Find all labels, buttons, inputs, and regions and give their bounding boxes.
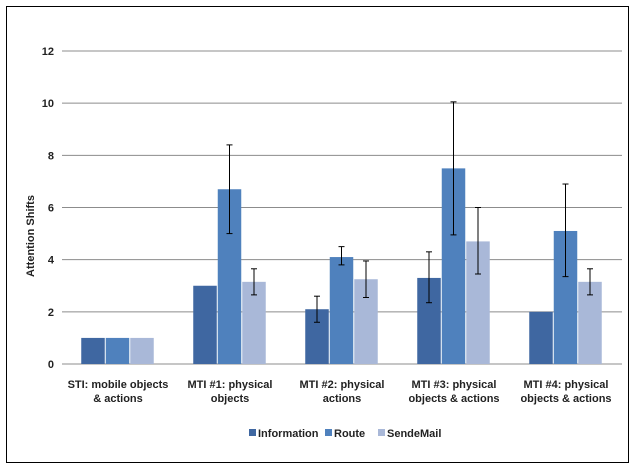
category-label: MTI #4: physical objects & actions <box>520 379 611 405</box>
bars <box>81 168 602 364</box>
y-tick-label: 6 <box>48 203 54 215</box>
y-tick-label: 4 <box>48 255 55 267</box>
chart-frame <box>6 6 629 463</box>
category-label: MTI #1: physical objects <box>188 379 273 405</box>
bar-route-1 <box>217 189 242 364</box>
category-label: MTI #2: physical actions <box>300 379 385 405</box>
bar-route-4 <box>553 230 578 364</box>
bar-information-3 <box>417 277 441 364</box>
legend-label-sendemail: SendeMail <box>387 428 441 440</box>
bar-route-0 <box>105 337 130 364</box>
bar-information-1 <box>193 285 217 364</box>
bar-sendemail-4 <box>578 281 602 364</box>
legend-swatch-sendemail <box>378 429 385 436</box>
y-tick-label: 0 <box>48 359 54 371</box>
bar-route-3 <box>441 168 466 364</box>
bar-information-4 <box>529 311 553 364</box>
bar-information-0 <box>81 337 105 364</box>
y-tick-label: 12 <box>42 46 54 58</box>
legend-swatch-information <box>249 429 256 436</box>
category-labels: STI: mobile objects & actions MTI #1: phys… <box>68 379 612 405</box>
y-tick-label: 8 <box>48 150 54 162</box>
bar-sendemail-3 <box>466 241 490 364</box>
bar-sendemail-2 <box>354 279 378 364</box>
legend-swatch-route <box>325 429 332 436</box>
y-tick-label: 2 <box>48 307 54 319</box>
bar-route-2 <box>329 257 354 364</box>
error-bars <box>226 101 593 323</box>
legend-label-information: Information <box>258 428 319 440</box>
bar-information-2 <box>305 309 329 364</box>
category-label: MTI #3: physical objects & actions <box>408 379 499 405</box>
y-axis-ticks: 0 2 4 6 8 10 12 <box>42 46 55 371</box>
legend: Information Route SendeMail <box>249 428 441 440</box>
y-tick-label: 10 <box>42 98 54 110</box>
bar-sendemail-0 <box>130 337 154 364</box>
legend-label-route: Route <box>334 428 365 440</box>
category-label: STI: mobile objects & actions <box>68 379 169 405</box>
bar-sendemail-1 <box>242 281 266 364</box>
gridlines <box>62 50 622 365</box>
y-axis-label: Attention Shifts <box>25 195 37 277</box>
